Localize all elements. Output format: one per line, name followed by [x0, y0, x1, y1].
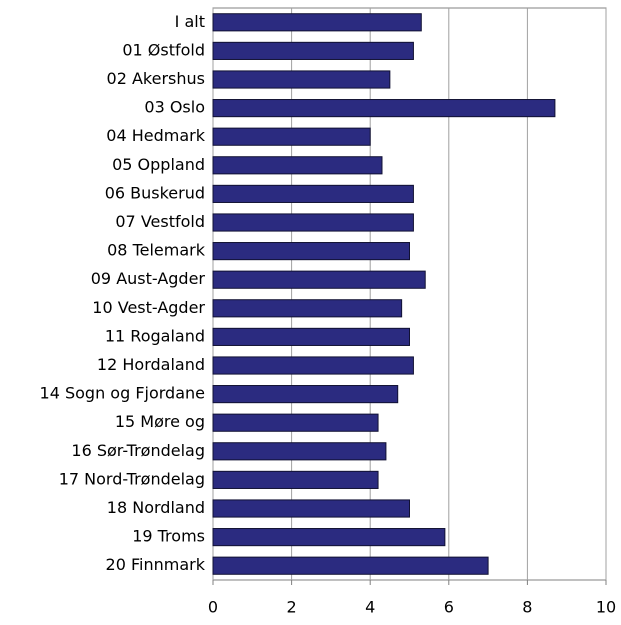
y-tick-label: 19 Troms [132, 527, 205, 546]
x-tick-label: 8 [522, 598, 532, 617]
y-tick-label: 20 Finnmark [106, 555, 206, 574]
bar [212, 299, 403, 318]
y-tick-label: 08 Telemark [107, 241, 206, 260]
x-tick-label: 4 [365, 598, 375, 617]
y-tick-label: 06 Buskerud [105, 183, 205, 202]
y-tick-label: 18 Nordland [107, 498, 205, 517]
bar [212, 413, 379, 432]
y-tick-label: 16 Sør-Trøndelag [71, 441, 205, 460]
y-tick-label: 05 Oppland [112, 155, 205, 174]
y-tick-label: 03 Oslo [144, 98, 205, 117]
x-tick-label: 10 [596, 598, 616, 617]
y-tick-label: 11 Rogaland [105, 326, 205, 345]
bar [212, 528, 446, 547]
y-tick-label: 12 Hordaland [97, 355, 205, 374]
y-tick-label: 15 Møre og [115, 412, 205, 431]
y-tick-label: 01 Østfold [122, 40, 205, 59]
bar [212, 470, 379, 489]
x-tick-label: 2 [287, 598, 297, 617]
bar [212, 242, 410, 261]
y-tick-label: 07 Vestfold [115, 212, 205, 231]
x-tick-label: 6 [444, 598, 454, 617]
bar [212, 213, 414, 232]
bar [212, 70, 391, 89]
bar [212, 442, 387, 461]
y-tick-label: 14 Sogn og Fjordane [40, 384, 205, 403]
y-tick-label: 10 Vest-Agder [92, 298, 205, 317]
bar [212, 99, 556, 118]
plot-frame [212, 7, 607, 581]
y-tick-label: 17 Nord-Trøndelag [59, 469, 205, 488]
y-tick-label: 04 Hedmark [106, 126, 205, 145]
y-tick-label: 09 Aust-Agder [91, 269, 206, 288]
bar [212, 385, 399, 404]
y-tick-label: 02 Akershus [107, 69, 205, 88]
bar [212, 41, 414, 60]
bar [212, 356, 414, 375]
bar [212, 184, 414, 203]
bar [212, 127, 371, 146]
y-tick-label: I alt [175, 12, 205, 31]
bar [212, 270, 426, 289]
bar [212, 13, 422, 32]
bar [212, 556, 489, 575]
bar [212, 499, 410, 518]
bar [212, 156, 383, 175]
bar [212, 327, 410, 346]
x-tick-label: 0 [208, 598, 218, 617]
